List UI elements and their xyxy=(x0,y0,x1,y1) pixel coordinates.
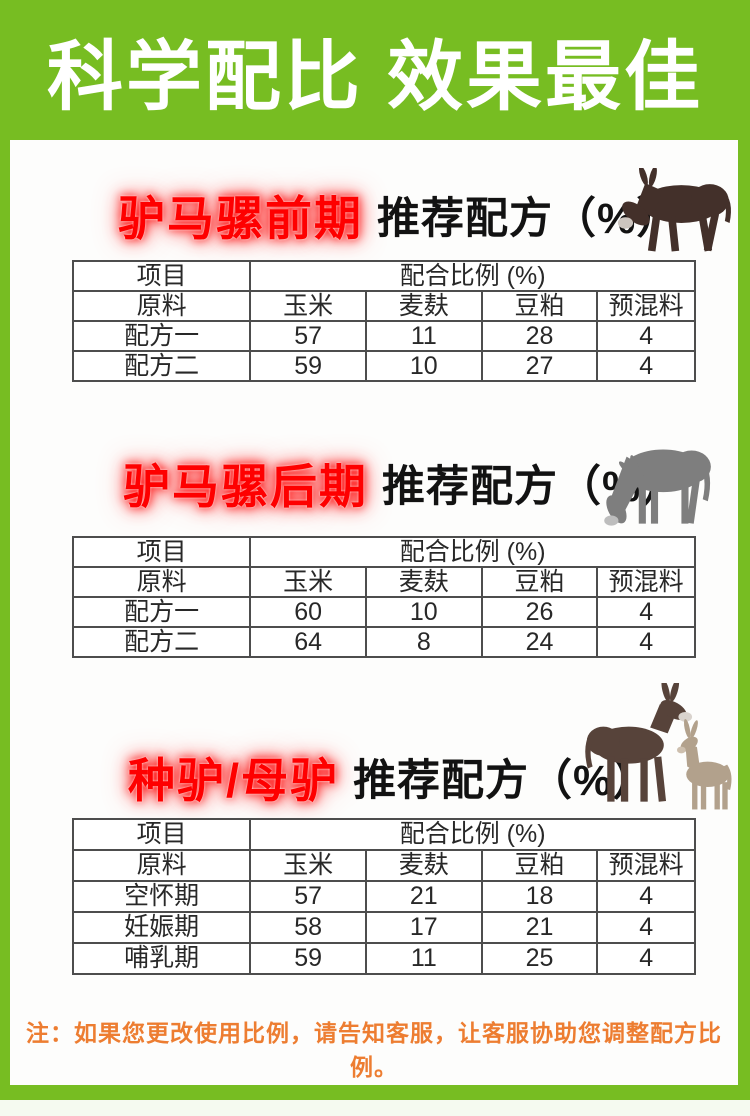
ratio-header-cell: 配合比例 (%) xyxy=(249,818,696,851)
row-label-cell: 空怀期 xyxy=(71,880,252,913)
row-label-cell: 妊娠期 xyxy=(71,911,252,944)
table-row: 空怀期 57 21 18 4 xyxy=(71,880,696,913)
table-row: 配方一 60 10 26 4 xyxy=(71,596,696,628)
table-row-ingredients: 原料 玉米 麦麸 豆粕 预混料 xyxy=(71,566,696,598)
donkey-grazing-image xyxy=(588,434,720,530)
table-row: 哺乳期 59 11 25 4 xyxy=(71,942,696,975)
value-cell: 60 xyxy=(249,596,367,628)
value-cell: 57 xyxy=(249,320,367,352)
value-cell: 11 xyxy=(364,320,483,352)
ingredient-header-cell: 原料 xyxy=(71,849,252,882)
value-cell: 59 xyxy=(249,350,367,382)
value-cell: 10 xyxy=(364,350,483,382)
value-cell: 18 xyxy=(480,880,599,913)
table-row-ingredients: 原料 玉米 麦麸 豆粕 预混料 xyxy=(71,290,696,322)
ratio-header-cell: 配合比例 (%) xyxy=(249,536,696,568)
formula-table-late: 项目 配合比例 (%) 原料 玉米 麦麸 豆粕 预混料 配方一 60 10 26… xyxy=(71,536,696,658)
section-title-early-stage: 驴马骡前期 推荐配方（%） xyxy=(118,180,680,249)
value-cell: 26 xyxy=(480,596,599,628)
table-row: 配方二 59 10 27 4 xyxy=(71,350,696,382)
section-tag: 驴马骡后期 xyxy=(123,460,368,513)
ingredient-cell: 豆粕 xyxy=(480,849,599,882)
item-header-cell: 项目 xyxy=(71,818,252,851)
value-cell: 11 xyxy=(364,942,483,975)
value-cell: 4 xyxy=(596,942,696,975)
ingredient-cell: 预混料 xyxy=(596,566,696,598)
service-note: 注：如果您更改使用比例，请告知客服，让客服协助您调整配方比例。 xyxy=(26,1020,722,1080)
row-label-cell: 配方二 xyxy=(71,350,252,382)
table: 项目 配合比例 (%) 原料 玉米 麦麸 豆粕 预混料 配方一 57 11 28… xyxy=(71,260,696,382)
table-row-header: 项目 配合比例 (%) xyxy=(71,260,696,292)
ingredient-cell: 玉米 xyxy=(249,849,367,882)
page-title: 科学配比 效果最佳 xyxy=(46,35,704,120)
donkey-walking-image xyxy=(598,165,740,258)
value-cell: 4 xyxy=(596,350,696,382)
value-cell: 59 xyxy=(249,942,367,975)
item-header-cell: 项目 xyxy=(71,536,252,568)
section-tag: 种驴/母驴 xyxy=(128,754,340,807)
section-title-breeding: 种驴/母驴 推荐配方（%） xyxy=(128,742,656,811)
value-cell: 57 xyxy=(249,880,367,913)
value-cell: 4 xyxy=(596,320,696,352)
formula-table-early: 项目 配合比例 (%) 原料 玉米 麦麸 豆粕 预混料 配方一 57 11 28… xyxy=(71,260,696,382)
table-row-header: 项目 配合比例 (%) xyxy=(71,536,696,568)
value-cell: 4 xyxy=(596,911,696,944)
ingredient-cell: 预混料 xyxy=(596,849,696,882)
table-row: 配方二 64 8 24 4 xyxy=(71,626,696,658)
ingredient-cell: 豆粕 xyxy=(480,290,599,322)
row-label-cell: 配方二 xyxy=(71,626,252,658)
ratio-header-cell: 配合比例 (%) xyxy=(249,260,696,292)
table-row: 妊娠期 58 17 21 4 xyxy=(71,911,696,944)
value-cell: 24 xyxy=(480,626,599,658)
table: 项目 配合比例 (%) 原料 玉米 麦麸 豆粕 预混料 配方一 60 10 26… xyxy=(71,536,696,658)
header-banner: 科学配比 效果最佳 xyxy=(0,0,750,140)
ingredient-header-cell: 原料 xyxy=(71,290,252,322)
ingredient-cell: 玉米 xyxy=(249,566,367,598)
value-cell: 17 xyxy=(364,911,483,944)
value-cell: 4 xyxy=(596,626,696,658)
section-heading: 推荐配方（%） xyxy=(353,756,657,805)
value-cell: 4 xyxy=(596,596,696,628)
donkey-and-foal-image xyxy=(578,679,734,815)
value-cell: 28 xyxy=(480,320,599,352)
table-row-header: 项目 配合比例 (%) xyxy=(71,818,696,851)
ingredient-header-cell: 原料 xyxy=(71,566,252,598)
row-label-cell: 哺乳期 xyxy=(71,942,252,975)
value-cell: 58 xyxy=(249,911,367,944)
table: 项目 配合比例 (%) 原料 玉米 麦麸 豆粕 预混料 空怀期 57 21 18… xyxy=(71,818,696,975)
value-cell: 64 xyxy=(249,626,367,658)
table-row: 配方一 57 11 28 4 xyxy=(71,320,696,352)
table-row-ingredients: 原料 玉米 麦麸 豆粕 预混料 xyxy=(71,849,696,882)
value-cell: 25 xyxy=(480,942,599,975)
value-cell: 8 xyxy=(364,626,483,658)
item-header-cell: 项目 xyxy=(71,260,252,292)
ingredient-cell: 预混料 xyxy=(596,290,696,322)
section-tag: 驴马骡前期 xyxy=(118,192,363,245)
value-cell: 21 xyxy=(364,880,483,913)
value-cell: 21 xyxy=(480,911,599,944)
ingredient-cell: 玉米 xyxy=(249,290,367,322)
bottom-strip xyxy=(0,1100,750,1116)
value-cell: 10 xyxy=(364,596,483,628)
value-cell: 4 xyxy=(596,880,696,913)
ingredient-cell: 豆粕 xyxy=(480,566,599,598)
value-cell: 27 xyxy=(480,350,599,382)
row-label-cell: 配方一 xyxy=(71,596,252,628)
content-area: 驴马骡前期 推荐配方（%） xyxy=(10,140,738,1085)
ingredient-cell: 麦麸 xyxy=(364,566,483,598)
row-label-cell: 配方一 xyxy=(71,320,252,352)
ingredient-cell: 麦麸 xyxy=(364,290,483,322)
formula-table-breeding: 项目 配合比例 (%) 原料 玉米 麦麸 豆粕 预混料 空怀期 57 21 18… xyxy=(71,818,696,975)
ingredient-cell: 麦麸 xyxy=(364,849,483,882)
